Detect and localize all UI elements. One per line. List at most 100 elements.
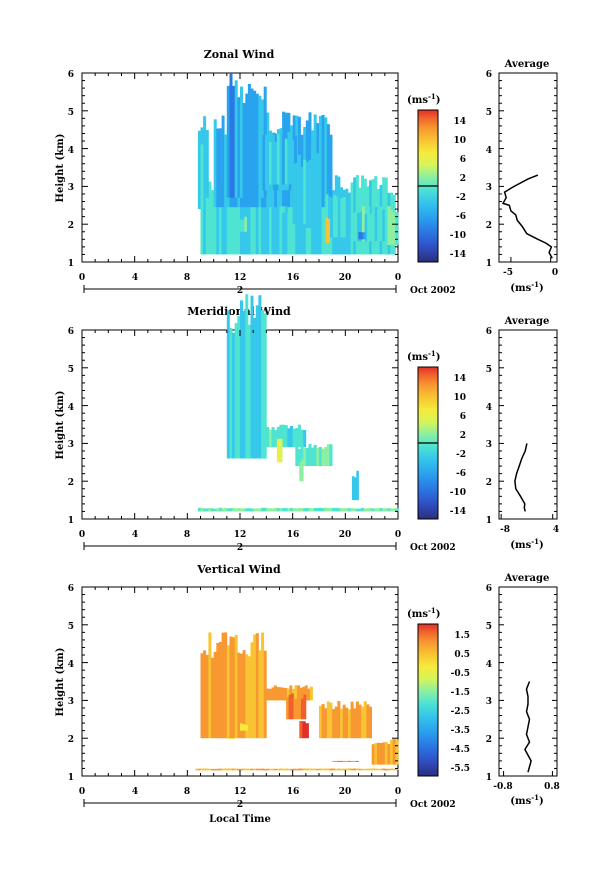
heatmap-cell	[284, 425, 288, 448]
heatmap-cell	[295, 162, 299, 225]
heatmap-cell	[395, 212, 399, 245]
heatmap-cell	[327, 218, 330, 244]
heatmap-cell	[321, 448, 325, 467]
heatmap-cell	[290, 142, 293, 185]
heatmap-cell	[337, 760, 341, 762]
x-tick-label: 16	[287, 787, 300, 797]
heatmap-cell	[234, 635, 238, 739]
heatmap-cell	[384, 768, 388, 771]
heatmap-cell	[279, 424, 283, 448]
heatmap-cell	[307, 688, 311, 701]
heatmap-cell	[218, 768, 222, 771]
heatmap-cell	[242, 310, 246, 459]
heatmap-cell	[337, 768, 341, 771]
colorbar-tick-label: -0.5	[451, 669, 470, 679]
y-axis-label: Height (km)	[55, 648, 66, 717]
heatmap-cell	[221, 188, 225, 255]
heatmap-cell	[290, 507, 293, 512]
heatmap-cell	[208, 632, 212, 739]
heatmap-cell	[282, 768, 286, 771]
heatmap-cell	[224, 507, 228, 512]
heatmap-cell	[242, 219, 245, 232]
heatmap-cell	[350, 701, 354, 739]
y-tick-label: 3	[486, 440, 492, 450]
heatmap-cell	[313, 508, 317, 512]
x-tick-label: 8	[184, 787, 190, 797]
heatmap-cell	[376, 742, 380, 765]
heatmap-cell	[329, 507, 333, 512]
y-tick-label: 2	[486, 478, 492, 488]
colorbar-tick-label: 10	[453, 393, 466, 403]
heatmap-cell	[213, 508, 217, 512]
heatmap-cell	[371, 768, 375, 771]
heatmap-cell	[279, 438, 283, 463]
colorbar-unit: (ms-1)	[407, 349, 440, 363]
heatmap-cell	[351, 213, 355, 242]
x-tick-label: 16	[287, 530, 300, 540]
heatmap-cell	[237, 97, 241, 198]
heatmap-cell	[195, 768, 199, 771]
heatmap-cell	[240, 182, 243, 255]
colorbar-tick-label: -3.5	[451, 726, 470, 736]
colorbar-tick-label: -2	[456, 193, 466, 203]
heatmap-cell	[328, 196, 331, 238]
heatmap-cell	[356, 470, 359, 501]
heatmap-cell	[250, 295, 254, 459]
heatmap-cell	[354, 211, 358, 242]
heatmap-cell	[266, 688, 270, 701]
heatmap-cell	[392, 739, 396, 765]
profile-panel: Average 1 2 3 4 5 6 -8 4 (ms-1)	[486, 316, 559, 551]
heatmap-cell	[369, 706, 372, 739]
heatmap-cell	[289, 685, 293, 701]
heatmap-cell	[240, 653, 243, 739]
colorbar-tick-label: -4.5	[451, 745, 470, 755]
heatmap-cell	[319, 768, 322, 771]
heatmap-cell	[371, 508, 375, 512]
heatmap-cell	[348, 768, 351, 771]
y-tick-label: 4	[68, 403, 74, 413]
heatmap-cell	[224, 134, 228, 208]
heatmap-cell	[282, 508, 286, 512]
heatmap-cell	[279, 129, 283, 185]
heatmap-cell	[258, 295, 262, 459]
heatmap-cell	[374, 207, 378, 242]
heatmap-cell	[348, 760, 351, 762]
heatmap-cell	[276, 508, 280, 512]
heatmap-cell	[308, 508, 312, 512]
heatmap-cell	[234, 508, 238, 512]
heatmap-cell	[221, 768, 225, 771]
heatmap-cell	[279, 508, 283, 512]
heatmap-cell	[392, 508, 396, 512]
heatmap-cell	[382, 209, 386, 242]
heatmap-cell	[316, 153, 320, 225]
x-tick-label: 12	[234, 273, 247, 283]
heatmap-cell	[224, 768, 228, 771]
heatmap-cell	[361, 507, 365, 512]
y-tick-label: 2	[68, 735, 74, 745]
y-tick-label: 5	[68, 365, 74, 375]
heatmap-cell	[326, 768, 330, 771]
heatmap-cell	[284, 193, 288, 255]
heatmap-cell	[345, 707, 349, 739]
x-axis: 0 4 8 12 16 20 0 2 Oct 2002	[79, 530, 456, 553]
heatmap-cell	[263, 313, 267, 459]
heatmap-cell	[301, 459, 304, 482]
heatmap-cell	[197, 130, 201, 210]
heatmap-cell	[242, 650, 246, 739]
y-tick-label: 1	[486, 773, 492, 783]
heatmap-cell	[253, 768, 257, 771]
x-tick-label: 4	[132, 273, 138, 283]
heatmap-cell	[266, 508, 270, 512]
panel-zonal-wind: Zonal Wind Height (km) 1 2 3 4 5 6 0 4 8…	[55, 48, 558, 296]
heatmap-cell	[218, 641, 222, 739]
heatmap-cell	[364, 213, 368, 242]
axis-ticks	[81, 72, 399, 263]
heatmap-cell	[203, 116, 207, 198]
heatmap-cell	[287, 132, 291, 185]
heatmap-cell	[242, 103, 246, 198]
heatmap-cell	[355, 701, 359, 739]
heatmap-cell	[366, 704, 370, 739]
heatmap-cell	[234, 323, 238, 459]
heatmap-cell	[245, 654, 249, 739]
heatmap-cell	[253, 317, 257, 459]
